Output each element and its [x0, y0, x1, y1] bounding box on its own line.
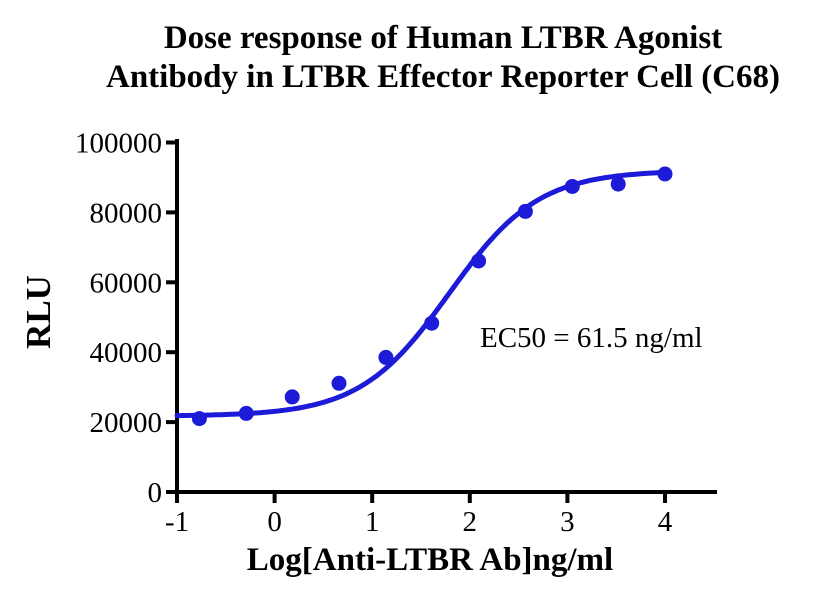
data-point	[191, 411, 207, 427]
y-tick-label: 40000	[90, 337, 163, 369]
data-point	[378, 349, 394, 365]
chart-title: Dose response of Human LTBR Agonist Anti…	[62, 19, 824, 97]
y-tick-label: 0	[148, 477, 163, 509]
x-axis-title: Log[Anti-LTBR Ab]ng/ml	[247, 542, 613, 578]
ec50-annotation: EC50 = 61.5 ng/ml	[480, 322, 703, 354]
y-axis-title: RLU	[19, 275, 58, 349]
x-tick-label: 4	[658, 506, 673, 538]
data-point	[517, 203, 533, 219]
chart-title-line1: Dose response of Human LTBR Agonist	[163, 20, 723, 56]
data-point	[424, 315, 440, 331]
x-tick-label: -1	[165, 506, 189, 538]
x-tick-label: 3	[560, 506, 575, 538]
data-point	[657, 166, 673, 182]
x-tick-label: 1	[365, 506, 380, 538]
y-tick-label: 60000	[90, 267, 163, 299]
x-tick-label: 2	[463, 506, 478, 538]
fit-curve	[174, 169, 668, 419]
y-tick-label: 100000	[75, 128, 162, 160]
chart-title-line2: Antibody in LTBR Effector Reporter Cell …	[105, 59, 781, 95]
data-point	[610, 176, 626, 192]
x-tick-label: 0	[267, 506, 282, 538]
data-point	[564, 179, 580, 194]
data-point	[471, 253, 487, 269]
data-point	[238, 405, 254, 421]
data-point	[284, 389, 300, 405]
data-point	[331, 375, 347, 391]
y-tick-label: 20000	[90, 407, 163, 439]
y-tick-label: 80000	[90, 197, 163, 229]
